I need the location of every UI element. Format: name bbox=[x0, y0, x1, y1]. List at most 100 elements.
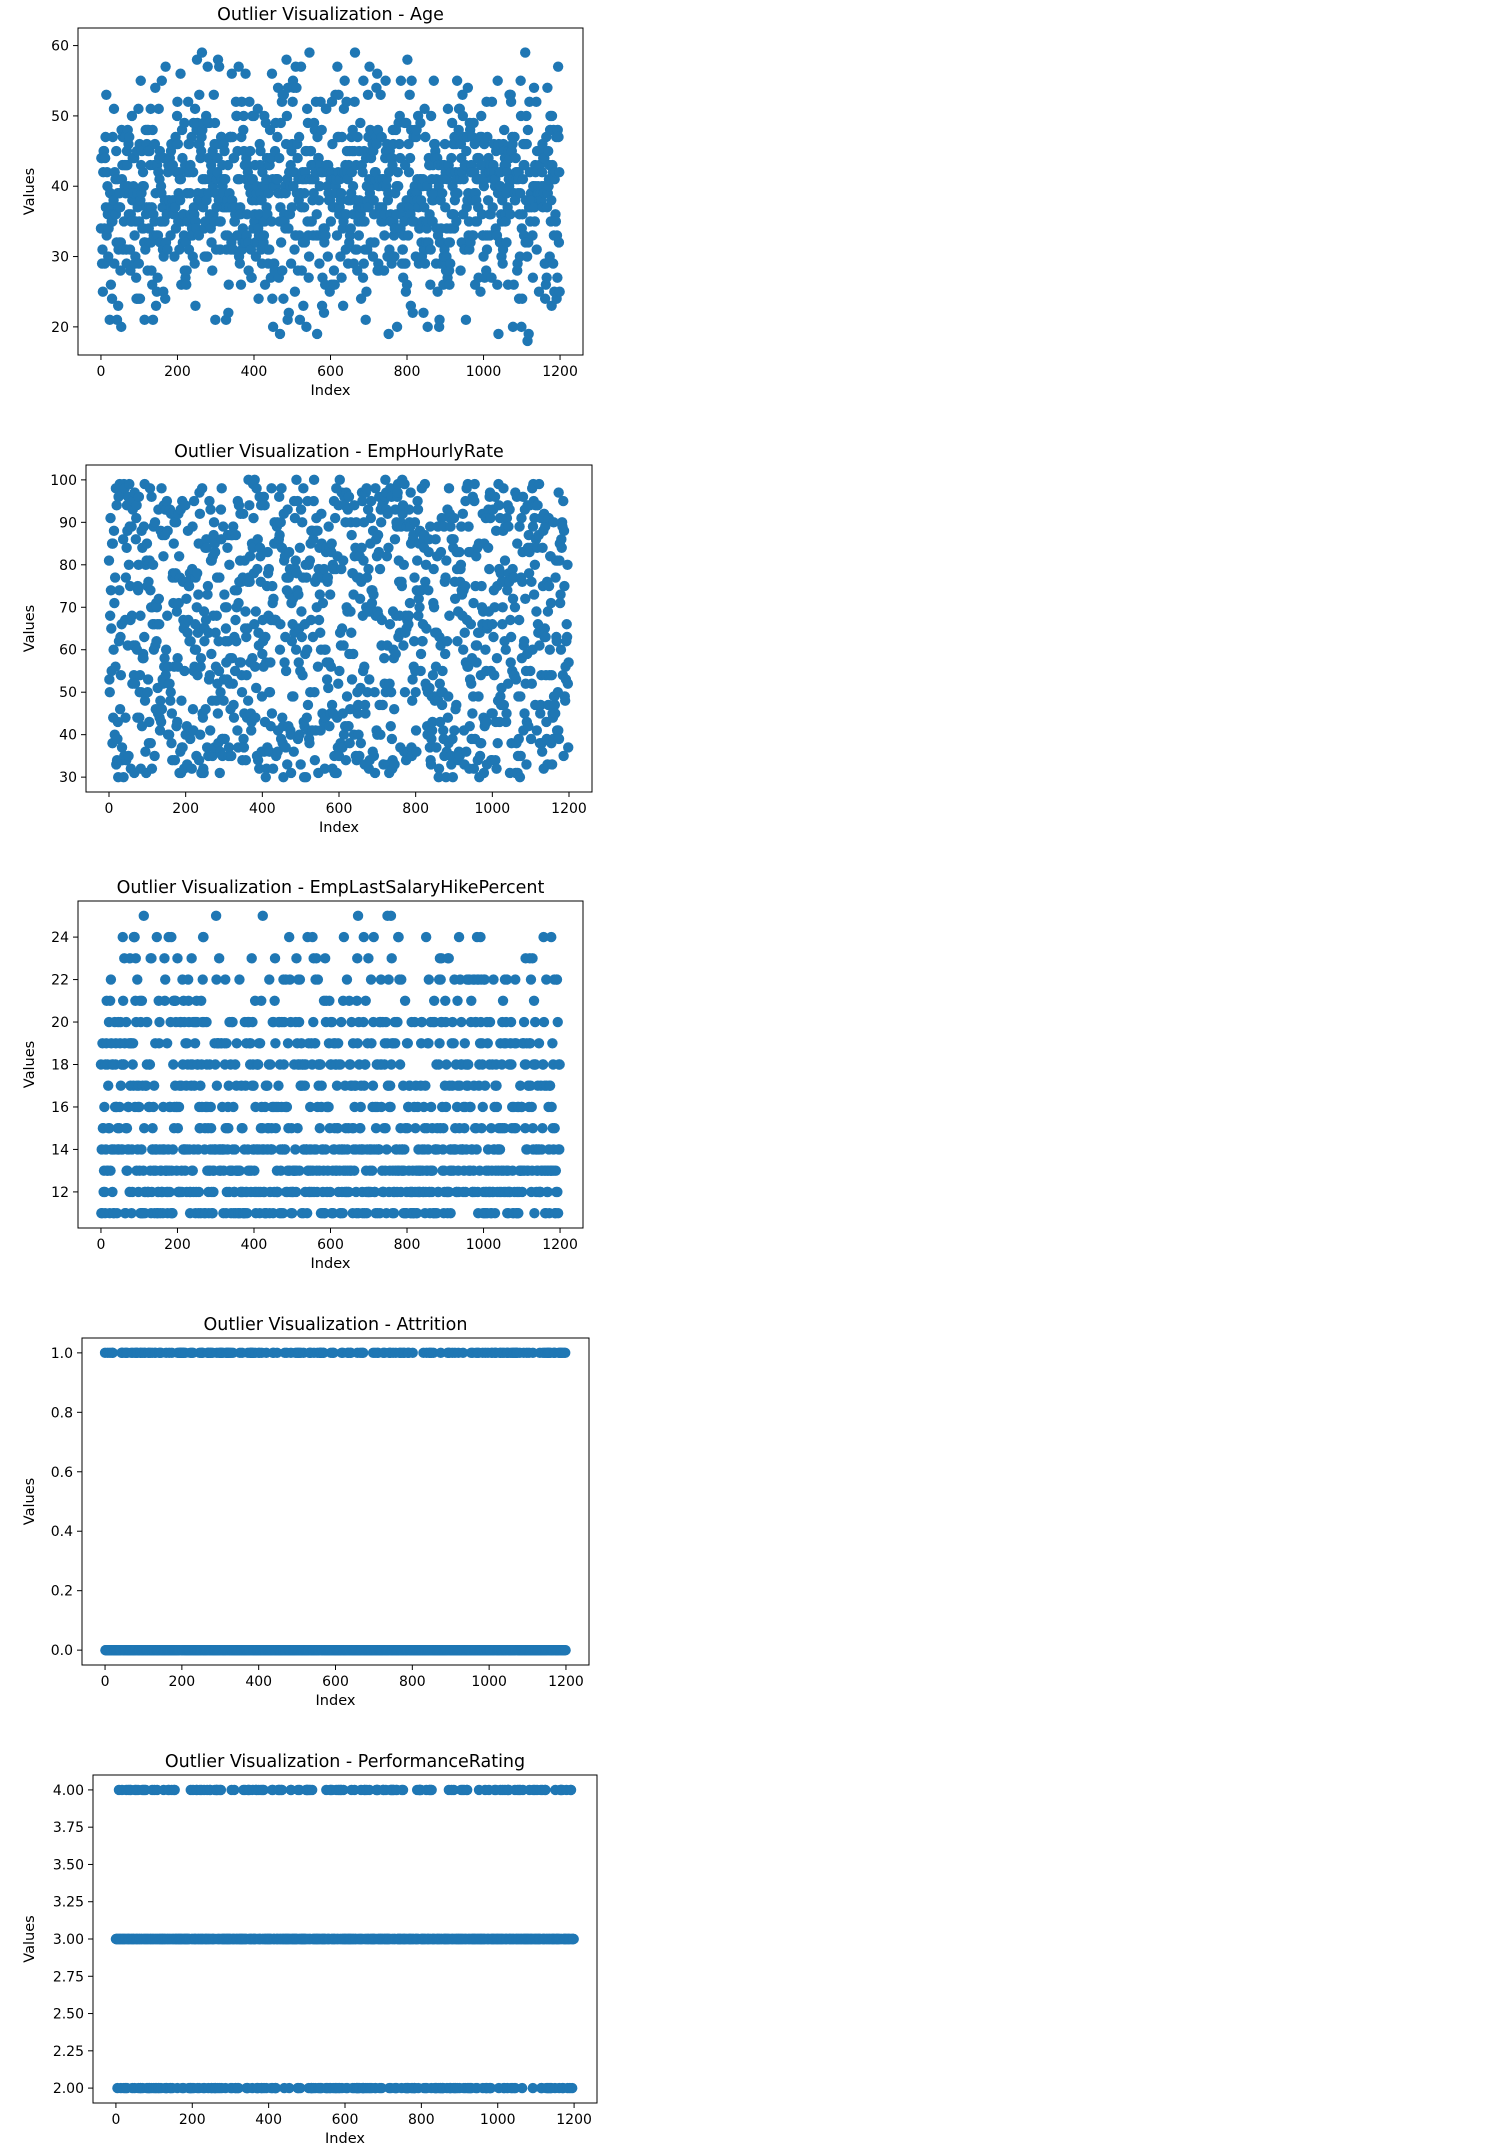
data-point bbox=[246, 272, 257, 283]
data-point bbox=[187, 703, 199, 715]
data-point bbox=[156, 703, 168, 715]
data-point bbox=[105, 1165, 116, 1176]
data-point bbox=[513, 1207, 524, 1219]
data-point bbox=[283, 546, 295, 558]
data-point bbox=[162, 610, 173, 621]
y-tick-label: 0.2 bbox=[51, 1584, 73, 1600]
data-point bbox=[241, 209, 253, 220]
x-tick-label: 600 bbox=[322, 1674, 349, 1690]
data-point bbox=[275, 517, 286, 528]
data-point bbox=[554, 286, 565, 297]
data-point bbox=[111, 145, 122, 157]
data-point bbox=[491, 1080, 502, 1091]
data-point bbox=[117, 534, 129, 545]
data-point bbox=[198, 767, 209, 779]
data-point bbox=[123, 559, 135, 570]
data-point bbox=[402, 230, 414, 241]
data-point bbox=[361, 286, 372, 297]
data-point bbox=[437, 665, 448, 677]
data-point bbox=[329, 279, 340, 290]
data-point bbox=[130, 272, 142, 283]
data-point bbox=[338, 640, 349, 651]
data-point bbox=[428, 602, 440, 613]
data-point bbox=[440, 572, 451, 583]
data-point bbox=[352, 953, 363, 964]
data-point bbox=[256, 995, 267, 1006]
data-point bbox=[539, 293, 551, 304]
data-point bbox=[147, 314, 159, 326]
data-point bbox=[309, 754, 321, 766]
data-point bbox=[315, 96, 326, 108]
data-point bbox=[332, 61, 343, 72]
data-point bbox=[538, 1016, 550, 1028]
data-point bbox=[515, 750, 526, 762]
data-point bbox=[296, 631, 308, 643]
data-point bbox=[367, 251, 379, 262]
data-point bbox=[122, 159, 133, 171]
data-point bbox=[476, 110, 487, 122]
data-point bbox=[410, 687, 421, 698]
data-point bbox=[237, 1123, 248, 1134]
data-point bbox=[494, 1144, 506, 1155]
data-point bbox=[458, 644, 469, 655]
data-point bbox=[263, 563, 275, 575]
data-point bbox=[529, 216, 540, 227]
data-point bbox=[475, 286, 486, 297]
data-point bbox=[341, 96, 352, 108]
data-point bbox=[314, 1123, 325, 1134]
data-point bbox=[312, 974, 324, 985]
y-tick-label: 90 bbox=[59, 515, 77, 531]
data-point bbox=[468, 117, 479, 129]
data-point bbox=[447, 771, 459, 783]
data-point bbox=[208, 89, 220, 101]
data-point bbox=[259, 279, 271, 290]
data-point bbox=[482, 131, 493, 143]
data-point bbox=[369, 767, 381, 779]
data-point bbox=[526, 678, 538, 689]
data-point bbox=[186, 763, 197, 774]
y-tick-label: 50 bbox=[59, 685, 77, 701]
plot-frame bbox=[81, 1337, 590, 1666]
data-point bbox=[172, 653, 183, 664]
data-point bbox=[544, 644, 556, 655]
data-point bbox=[304, 47, 315, 58]
data-point bbox=[272, 173, 283, 185]
data-point bbox=[212, 708, 224, 719]
data-point bbox=[105, 279, 117, 290]
data-point bbox=[293, 657, 304, 668]
data-point bbox=[154, 1016, 165, 1028]
data-point bbox=[294, 314, 306, 326]
data-point bbox=[145, 585, 156, 596]
data-point bbox=[336, 131, 348, 143]
data-point bbox=[442, 712, 454, 723]
data-point bbox=[408, 216, 420, 227]
data-point bbox=[280, 665, 292, 677]
data-point bbox=[165, 687, 176, 698]
data-point bbox=[101, 89, 112, 101]
data-point bbox=[505, 96, 517, 108]
data-point bbox=[107, 131, 119, 143]
data-point bbox=[264, 244, 275, 255]
data-point bbox=[486, 96, 498, 108]
data-point bbox=[193, 230, 205, 241]
data-point bbox=[358, 1016, 369, 1028]
data-point bbox=[274, 328, 286, 340]
data-point bbox=[425, 244, 436, 255]
data-point bbox=[298, 483, 309, 494]
data-point bbox=[99, 1101, 110, 1113]
data-point bbox=[222, 542, 233, 554]
data-point bbox=[151, 636, 162, 647]
data-point bbox=[281, 110, 293, 122]
data-point bbox=[289, 244, 300, 255]
data-point bbox=[315, 627, 326, 638]
data-point bbox=[398, 640, 409, 651]
data-point bbox=[277, 712, 288, 723]
data-point bbox=[116, 321, 127, 333]
data-point bbox=[287, 1207, 298, 1219]
data-point bbox=[159, 953, 170, 964]
data-point bbox=[97, 244, 108, 255]
x-tick-label: 0 bbox=[96, 364, 105, 380]
data-point bbox=[531, 244, 542, 255]
data-point bbox=[402, 1038, 413, 1049]
data-point bbox=[363, 563, 374, 575]
